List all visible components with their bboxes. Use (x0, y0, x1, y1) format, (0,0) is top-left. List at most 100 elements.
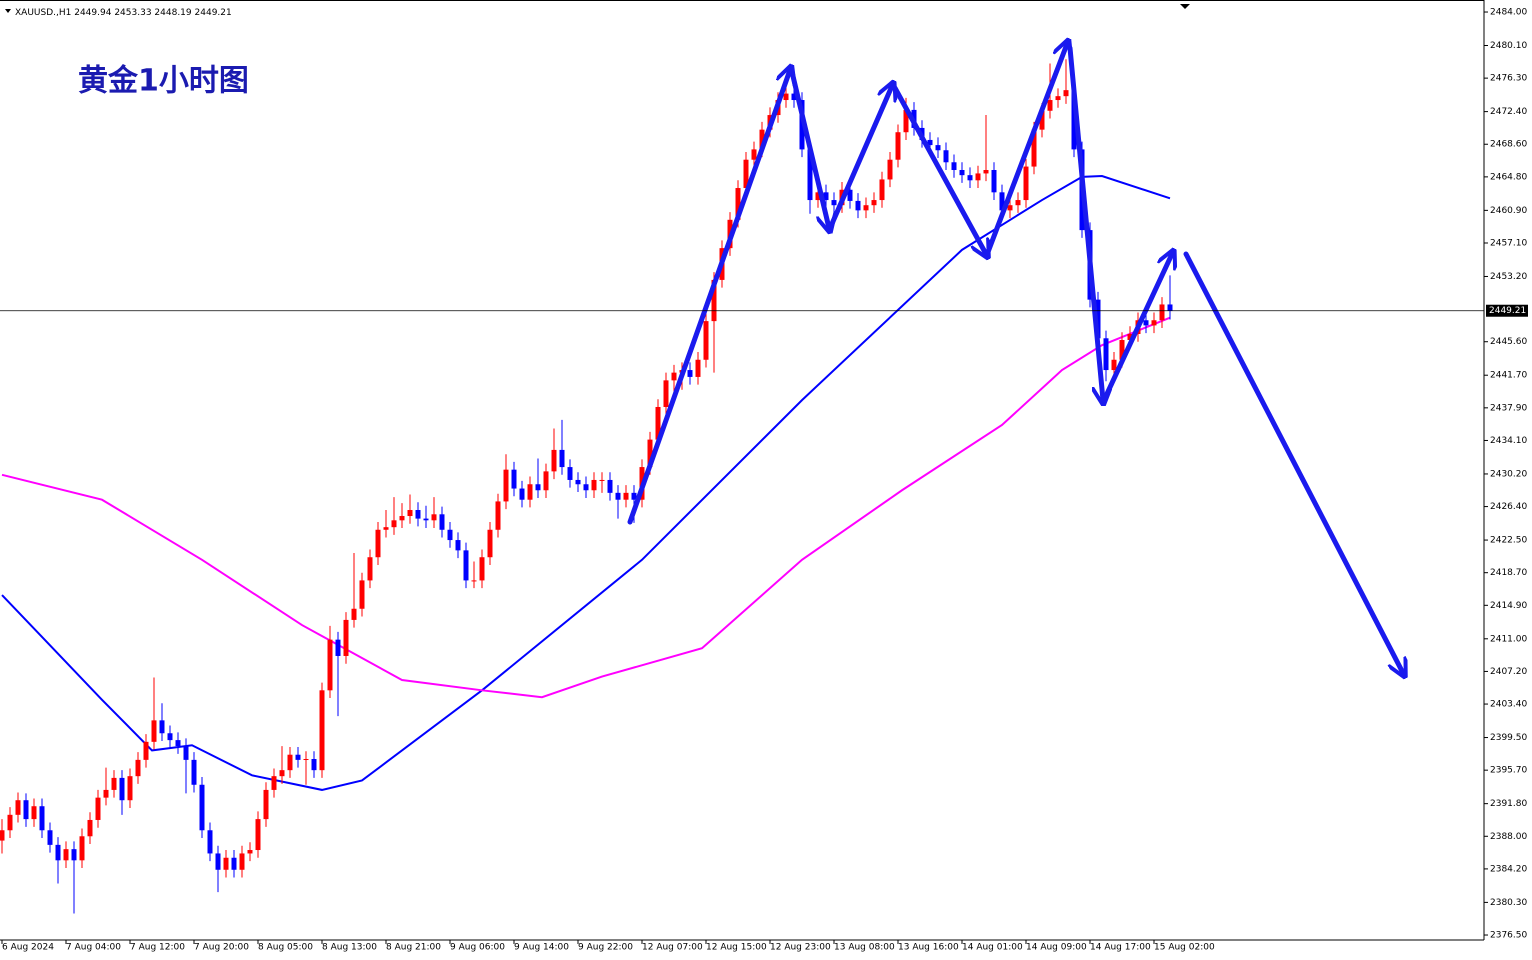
x-tick-label: 7 Aug 20:00 (194, 943, 249, 953)
candle-body (527, 484, 533, 500)
high: 2453.33 (114, 8, 151, 18)
candle-body (863, 205, 869, 211)
candle-body (231, 857, 237, 870)
candle-body (1007, 205, 1013, 211)
candle-body (479, 557, 485, 581)
y-tick-label: 2445.60 (1490, 337, 1527, 347)
y-tick-label: 2422.50 (1490, 536, 1527, 546)
symbol-header: XAUUSD.,H1 2449.94 2453.33 2448.19 2449.… (15, 8, 232, 18)
candle-body (151, 720, 157, 742)
candle-body (39, 806, 45, 831)
candle-body (247, 850, 253, 854)
candle-body (703, 321, 709, 360)
candle-body (1023, 166, 1029, 201)
x-tick-label: 13 Aug 08:00 (834, 943, 895, 953)
candle-body (63, 849, 69, 861)
candle-body (223, 857, 229, 870)
candle-body (439, 514, 445, 530)
candle-body (415, 510, 421, 519)
candle-body (127, 776, 133, 801)
candle-body (1111, 359, 1117, 371)
candle-body (351, 608, 357, 620)
candle-body (447, 529, 453, 541)
candle-body (471, 580, 477, 582)
candle-body (991, 170, 997, 193)
candle-body (951, 162, 957, 171)
candle-body (879, 179, 885, 201)
candle-body (503, 469, 509, 502)
x-tick-label: 8 Aug 13:00 (322, 943, 377, 953)
candle-body (487, 529, 493, 558)
candle-body (1103, 338, 1109, 371)
candle-body (167, 733, 173, 741)
candle-body (319, 690, 325, 771)
x-tick-label: 12 Aug 23:00 (770, 943, 831, 953)
candle-body (1015, 200, 1021, 206)
candle-body (55, 844, 61, 861)
x-tick-label: 13 Aug 16:00 (898, 943, 959, 953)
y-tick-label: 2395.70 (1490, 766, 1527, 776)
arrow (892, 85, 986, 254)
candle-body (687, 370, 693, 377)
y-tick-label: 2460.90 (1490, 206, 1527, 216)
candle-body (983, 170, 989, 174)
candle-body (303, 759, 309, 761)
candle-body (383, 527, 389, 530)
x-tick-label: 12 Aug 15:00 (706, 943, 767, 953)
x-tick-label: 9 Aug 06:00 (450, 943, 505, 953)
candle-body (375, 529, 381, 558)
candle-body (823, 192, 829, 201)
x-tick-label: 14 Aug 09:00 (1026, 943, 1087, 953)
y-tick-label: 2441.70 (1490, 371, 1527, 381)
candle-body (967, 175, 973, 181)
x-tick-label: 14 Aug 01:00 (962, 943, 1023, 953)
candle-body (743, 159, 749, 189)
candle-body (1039, 110, 1045, 130)
candle-body (815, 192, 821, 201)
candle-body (23, 800, 29, 820)
candle-body (103, 789, 109, 798)
close: 2449.21 (195, 8, 232, 18)
candle-body (119, 777, 125, 801)
candle-body (855, 200, 861, 211)
x-tick-label: 7 Aug 12:00 (130, 943, 185, 953)
candle-body (287, 754, 293, 771)
candle-body (591, 479, 597, 491)
y-tick-label: 2403.40 (1490, 700, 1527, 710)
candle-body (791, 93, 797, 101)
y-tick-label: 2418.70 (1490, 568, 1527, 578)
chart-title: 黄金1小时图 (78, 64, 249, 99)
candle-body (407, 510, 413, 517)
x-tick-label: 8 Aug 21:00 (386, 943, 441, 953)
y-tick-label: 2453.20 (1490, 272, 1527, 282)
candle-body (511, 469, 517, 489)
candle-body (423, 518, 429, 521)
candle-body (143, 741, 149, 760)
candle-body (1031, 129, 1037, 167)
candle-body (871, 200, 877, 206)
open: 2449.94 (74, 8, 111, 18)
candle-body (535, 484, 541, 491)
arrow (627, 70, 790, 525)
candle-body (559, 449, 565, 468)
candle-body (807, 149, 813, 201)
candle-body (831, 200, 837, 206)
candle-body (975, 173, 981, 181)
candle-body (751, 149, 757, 160)
candle-body (95, 797, 101, 820)
candle-body (663, 380, 669, 407)
candle-body (1143, 320, 1149, 326)
candle-body (175, 740, 181, 747)
candle-body (647, 439, 653, 468)
candle-body (671, 372, 677, 381)
candle-body (615, 492, 621, 500)
candle-body (1127, 333, 1133, 341)
candle-body (1071, 90, 1077, 150)
candle-body (255, 819, 261, 851)
candle-body (927, 139, 933, 146)
candle-body (15, 800, 21, 815)
candle-body (495, 501, 501, 530)
candle-body (519, 488, 525, 500)
candle-body (191, 759, 197, 785)
